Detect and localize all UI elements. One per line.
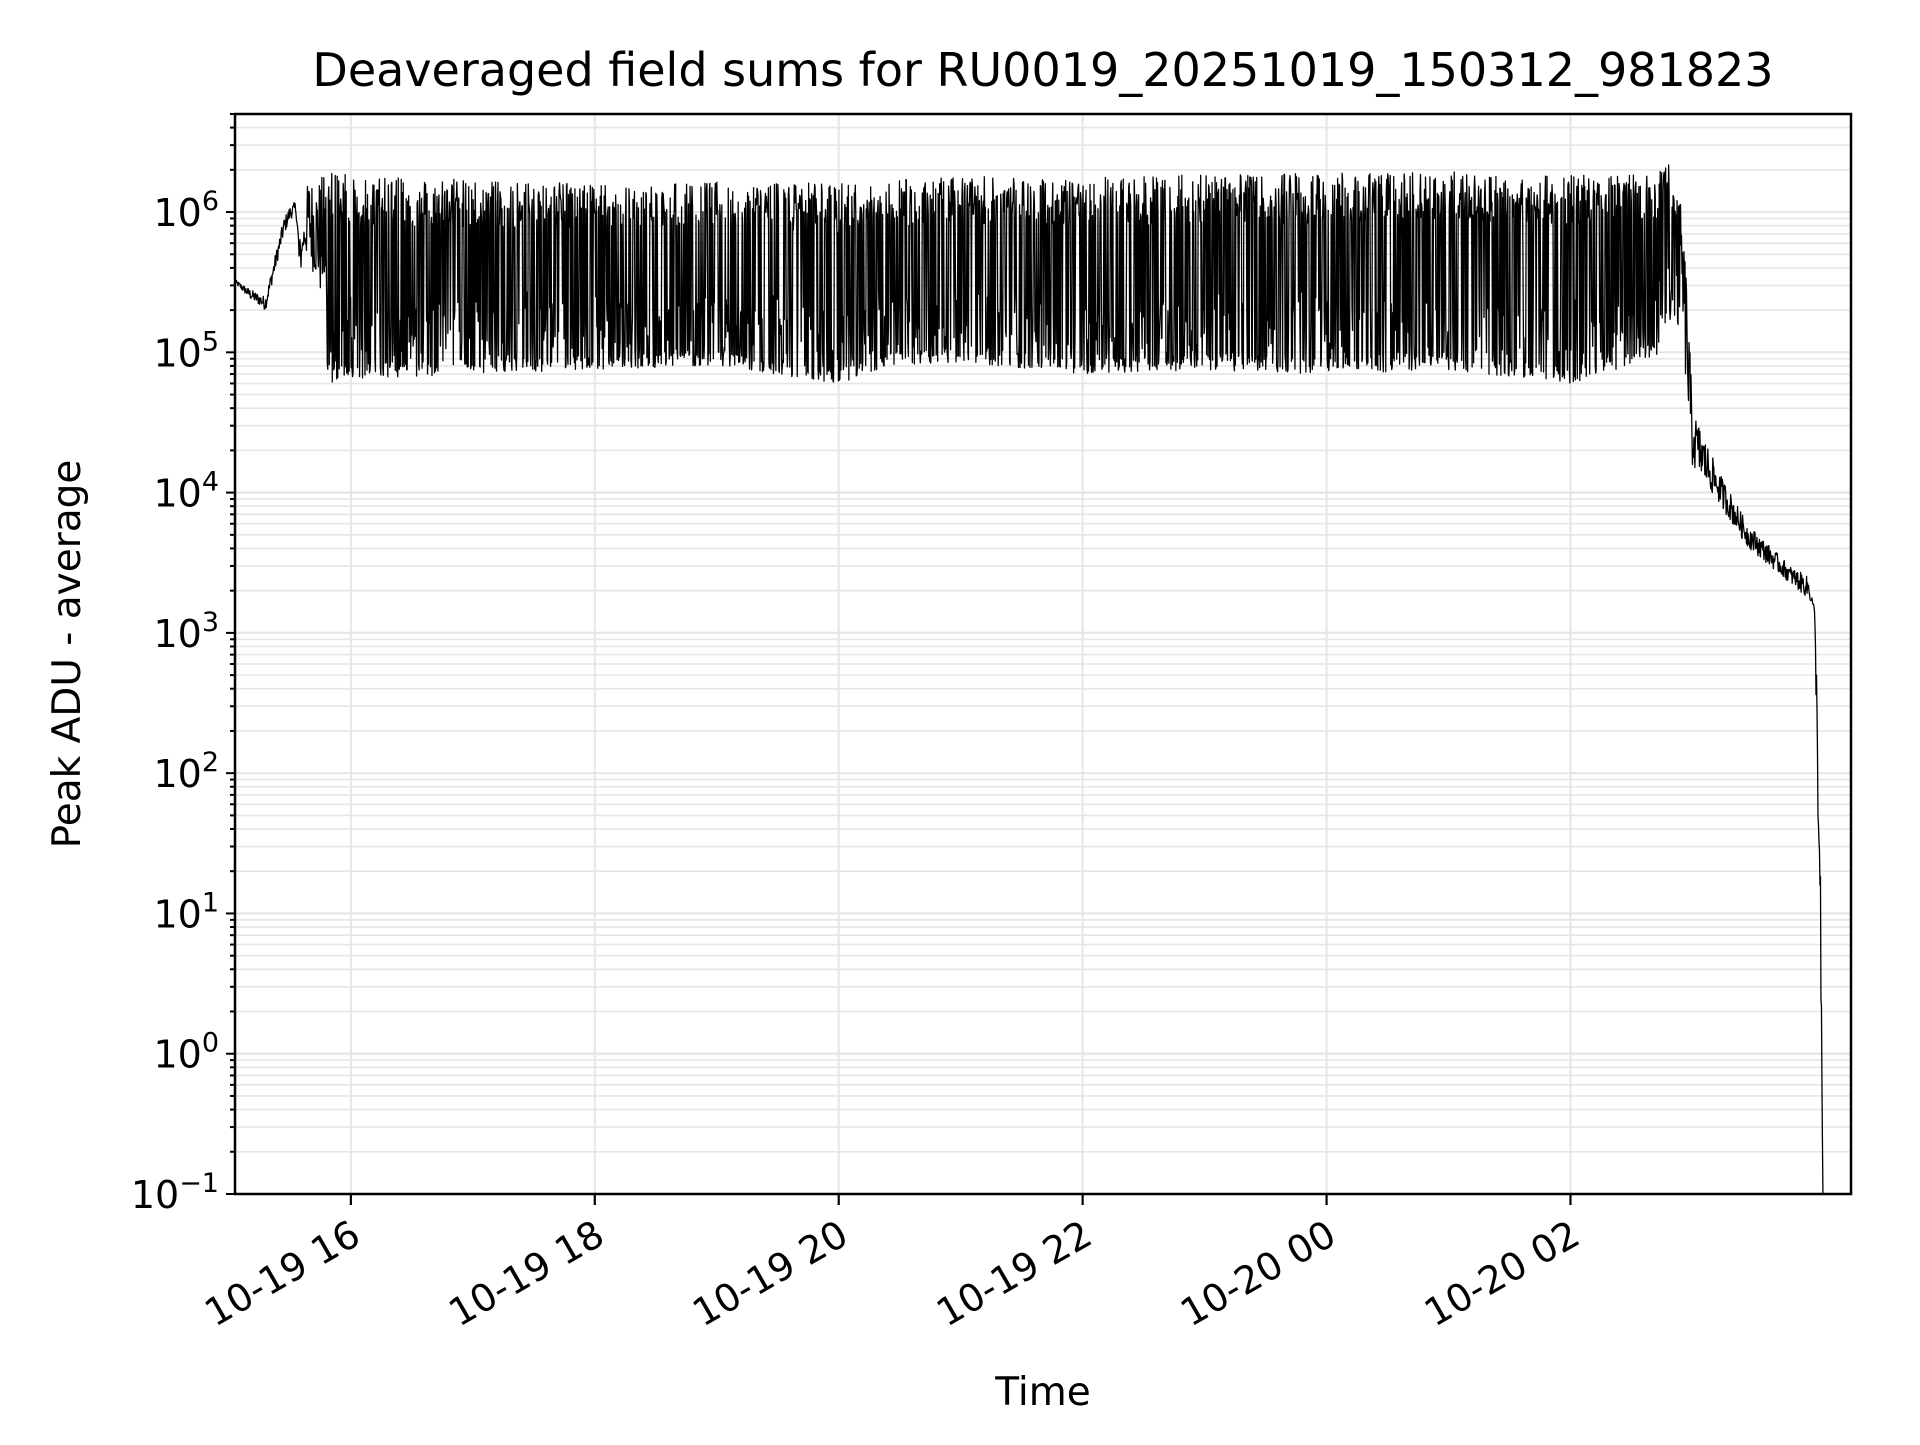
y-axis-label: Peak ADU - average [45,460,90,849]
x-tick-label: 10-20 02 [1417,1212,1587,1336]
chart-title: Deaveraged field sums for RU0019_2025101… [312,43,1773,97]
y-tick-label: 102 [153,747,219,796]
y-tick-exponent: 0 [202,1028,219,1059]
y-tick-base: 10 [153,191,201,235]
y-tick-base: 10 [153,892,201,936]
y-tick-base: 10 [153,472,201,516]
x-tick-label: 10-19 16 [197,1212,367,1336]
y-tick-label: 105 [153,326,219,375]
y-tick-base: 10 [131,1173,179,1217]
y-tick-exponent: 3 [202,607,219,638]
x-tick-label: 10-19 22 [929,1212,1099,1336]
y-tick-base: 10 [153,331,201,375]
y-tick-exponent: 4 [202,467,219,498]
y-tick-exponent: 6 [202,186,219,217]
y-tick-base: 10 [153,752,201,796]
y-tick-exponent: 1 [202,887,219,918]
y-tick-exponent: 2 [202,747,219,778]
x-tick-label: 10-20 00 [1173,1212,1343,1336]
y-tick-label: 101 [153,887,219,936]
series-layer [234,164,1824,1195]
x-tick-label: 10-19 18 [441,1212,611,1336]
y-tick-base: 10 [153,1033,201,1077]
y-tick-label: 100 [153,1028,219,1077]
y-tick-label: 103 [153,607,219,656]
y-tick-label: 10−1 [131,1168,219,1217]
series-line [234,164,1824,1195]
y-tick-exponent: 5 [202,326,219,357]
x-axis-label: Time [994,1370,1090,1415]
y-tick-label: 104 [153,467,219,516]
x-tick-label: 10-19 20 [685,1212,855,1336]
y-tick-label: 106 [153,186,219,235]
y-tick-base: 10 [153,612,201,656]
y-tick-exponent: −1 [179,1168,219,1199]
